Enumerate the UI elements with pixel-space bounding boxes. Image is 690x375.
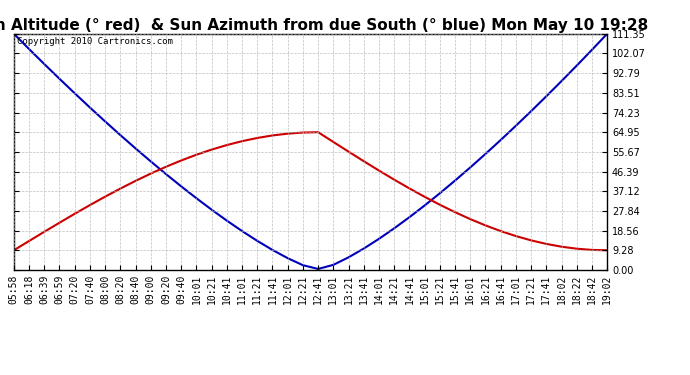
Title: Sun Altitude (° red)  & Sun Azimuth from due South (° blue) Mon May 10 19:28: Sun Altitude (° red) & Sun Azimuth from … bbox=[0, 18, 648, 33]
Text: Copyright 2010 Cartronics.com: Copyright 2010 Cartronics.com bbox=[17, 37, 172, 46]
